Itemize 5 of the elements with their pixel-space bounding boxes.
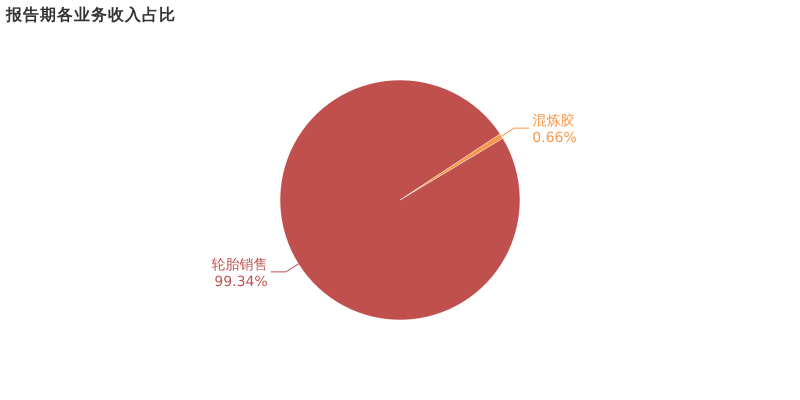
data-label: 99.34% [214, 274, 268, 290]
slice-label: 混炼胶 [532, 113, 574, 130]
data-label: 0.66% [532, 130, 577, 146]
chart-title: 报告期各业务收入占比 [5, 5, 176, 24]
slice-label: 轮胎销售 [212, 256, 268, 273]
